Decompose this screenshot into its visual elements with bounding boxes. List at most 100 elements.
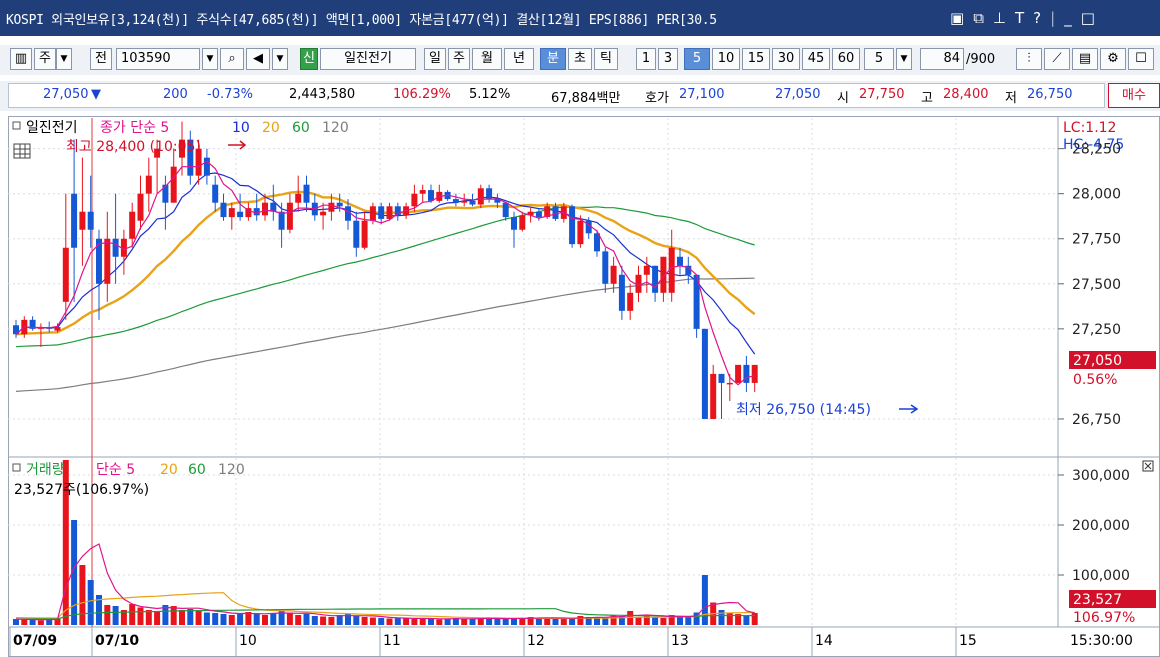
- candle: [569, 206, 576, 245]
- candle: [87, 211, 94, 230]
- restore-icon[interactable]: ▣: [950, 9, 965, 27]
- legend-ma5: 단순 5: [130, 120, 169, 136]
- x-tick-label: 10: [239, 633, 257, 649]
- legend-ma10[interactable]: 10: [232, 120, 250, 136]
- volume-bar: [411, 619, 418, 625]
- tile-icon[interactable]: ⧉: [973, 9, 984, 27]
- candle: [112, 238, 119, 257]
- low-annotation: 최저 26,750 (14:45): [736, 402, 871, 418]
- volume-bar: [129, 604, 136, 625]
- x-tick-label: 07/10: [95, 633, 139, 649]
- trend-icon[interactable]: ⟋: [1044, 48, 1070, 70]
- volume-bar: [685, 617, 692, 625]
- legend-stock-name[interactable]: 일진전기: [26, 120, 78, 136]
- candle: [502, 202, 509, 218]
- volume-bar: [311, 616, 318, 625]
- volume-bar: [154, 611, 161, 625]
- low-arrow-icon: [899, 404, 919, 414]
- volume-legend-ma120[interactable]: 120: [218, 462, 245, 478]
- candle: [212, 184, 219, 203]
- interval-60[interactable]: 60: [832, 48, 860, 70]
- volume-bar: [87, 580, 94, 625]
- new-badge[interactable]: 신: [300, 48, 318, 70]
- candle: [386, 206, 393, 219]
- candle: [610, 265, 617, 284]
- maximize-icon[interactable]: □: [1080, 9, 1095, 27]
- price-tick-label: 27,500: [1072, 277, 1121, 293]
- price-tick-label: 27,750: [1072, 232, 1121, 248]
- volume-bar: [643, 616, 650, 625]
- chart-type-icon[interactable]: ⫶: [1016, 48, 1042, 70]
- volume-tick-labels: 300,000 200,000 100,000: [1058, 468, 1130, 584]
- pin-icon[interactable]: ⊥: [992, 9, 1006, 27]
- gear-icon[interactable]: ⚙: [1100, 48, 1126, 70]
- interval-1[interactable]: 1: [636, 48, 656, 70]
- stock-code-input[interactable]: 103590: [116, 48, 200, 70]
- volume-current-text: 23,527주(106.97%): [14, 482, 149, 498]
- candle: [137, 193, 144, 221]
- low-price: 26,750: [1027, 87, 1073, 102]
- search-icon[interactable]: ⌕: [220, 48, 244, 70]
- checkbox-icon[interactable]: ☐: [1128, 48, 1154, 70]
- period-day[interactable]: 일: [424, 48, 446, 70]
- change-percent: -0.73%: [207, 87, 253, 102]
- candle: [735, 364, 742, 383]
- turnover-rate: 5.12%: [469, 87, 511, 102]
- help-icon[interactable]: ?: [1033, 9, 1042, 27]
- volume-bar: [286, 612, 293, 625]
- volume-legend-name[interactable]: 거래량: [26, 462, 65, 478]
- volume-legend-box-icon: [12, 463, 21, 472]
- market-kind[interactable]: 주: [34, 48, 56, 70]
- font-icon[interactable]: T: [1014, 9, 1025, 27]
- period-year[interactable]: 년: [504, 48, 534, 70]
- volume-legend-ma60[interactable]: 60: [188, 462, 206, 478]
- interval-10[interactable]: 10: [712, 48, 740, 70]
- period-month[interactable]: 월: [472, 48, 502, 70]
- layout-icon[interactable]: ▥: [10, 48, 32, 70]
- high-annotation: 최고 28,400 (10:05): [66, 139, 201, 155]
- candle: [743, 364, 750, 383]
- high-arrow-icon: [228, 140, 247, 150]
- interval-30[interactable]: 30: [772, 48, 800, 70]
- save-icon[interactable]: ▤: [1072, 48, 1098, 70]
- legend-close[interactable]: 종가 단순 5: [100, 120, 169, 136]
- speaker-icon[interactable]: ◀: [246, 48, 270, 70]
- minimize-icon[interactable]: _: [1064, 9, 1072, 27]
- price-tick-label: 26,750: [1072, 412, 1121, 428]
- period-minute[interactable]: 분: [540, 48, 566, 70]
- volume-bar: [386, 618, 393, 625]
- interval-select[interactable]: 5: [864, 48, 894, 70]
- period-week[interactable]: 주: [448, 48, 470, 70]
- candle: [71, 193, 78, 248]
- candle: [544, 206, 551, 218]
- candle: [303, 184, 310, 203]
- interval-45[interactable]: 45: [802, 48, 830, 70]
- volume-bar: [37, 620, 44, 625]
- interval-15[interactable]: 15: [742, 48, 770, 70]
- count-input[interactable]: 84: [920, 48, 964, 70]
- interval-3[interactable]: 3: [658, 48, 678, 70]
- period-second[interactable]: 초: [568, 48, 592, 70]
- period-tick[interactable]: 틱: [594, 48, 618, 70]
- interval-dropdown-icon[interactable]: ▼: [896, 48, 912, 70]
- x-axis: 07/09 07/10 10 11 12 13 14 15: [9, 627, 977, 657]
- buy-button[interactable]: 매수: [1108, 83, 1160, 108]
- candle: [369, 206, 376, 221]
- legend-ma120[interactable]: 120: [322, 120, 349, 136]
- volume-bar: [403, 618, 410, 625]
- volume-bar: [336, 615, 343, 625]
- table-icon[interactable]: [13, 143, 31, 159]
- code-dropdown-icon[interactable]: ▼: [202, 48, 218, 70]
- chevron-down-icon[interactable]: ▼: [56, 48, 72, 70]
- price-tick-label: 27,250: [1072, 322, 1121, 338]
- volume-legend-ma5[interactable]: 단순 5: [96, 462, 135, 478]
- volume-legend-ma20[interactable]: 20: [160, 462, 178, 478]
- speaker-dropdown-icon[interactable]: ▼: [272, 48, 288, 70]
- volume-bar: [751, 613, 758, 625]
- all-button[interactable]: 전: [90, 48, 112, 70]
- interval-5[interactable]: 5: [684, 48, 710, 70]
- legend-ma60[interactable]: 60: [292, 120, 310, 136]
- legend-ma20[interactable]: 20: [262, 120, 280, 136]
- candle: [286, 202, 293, 230]
